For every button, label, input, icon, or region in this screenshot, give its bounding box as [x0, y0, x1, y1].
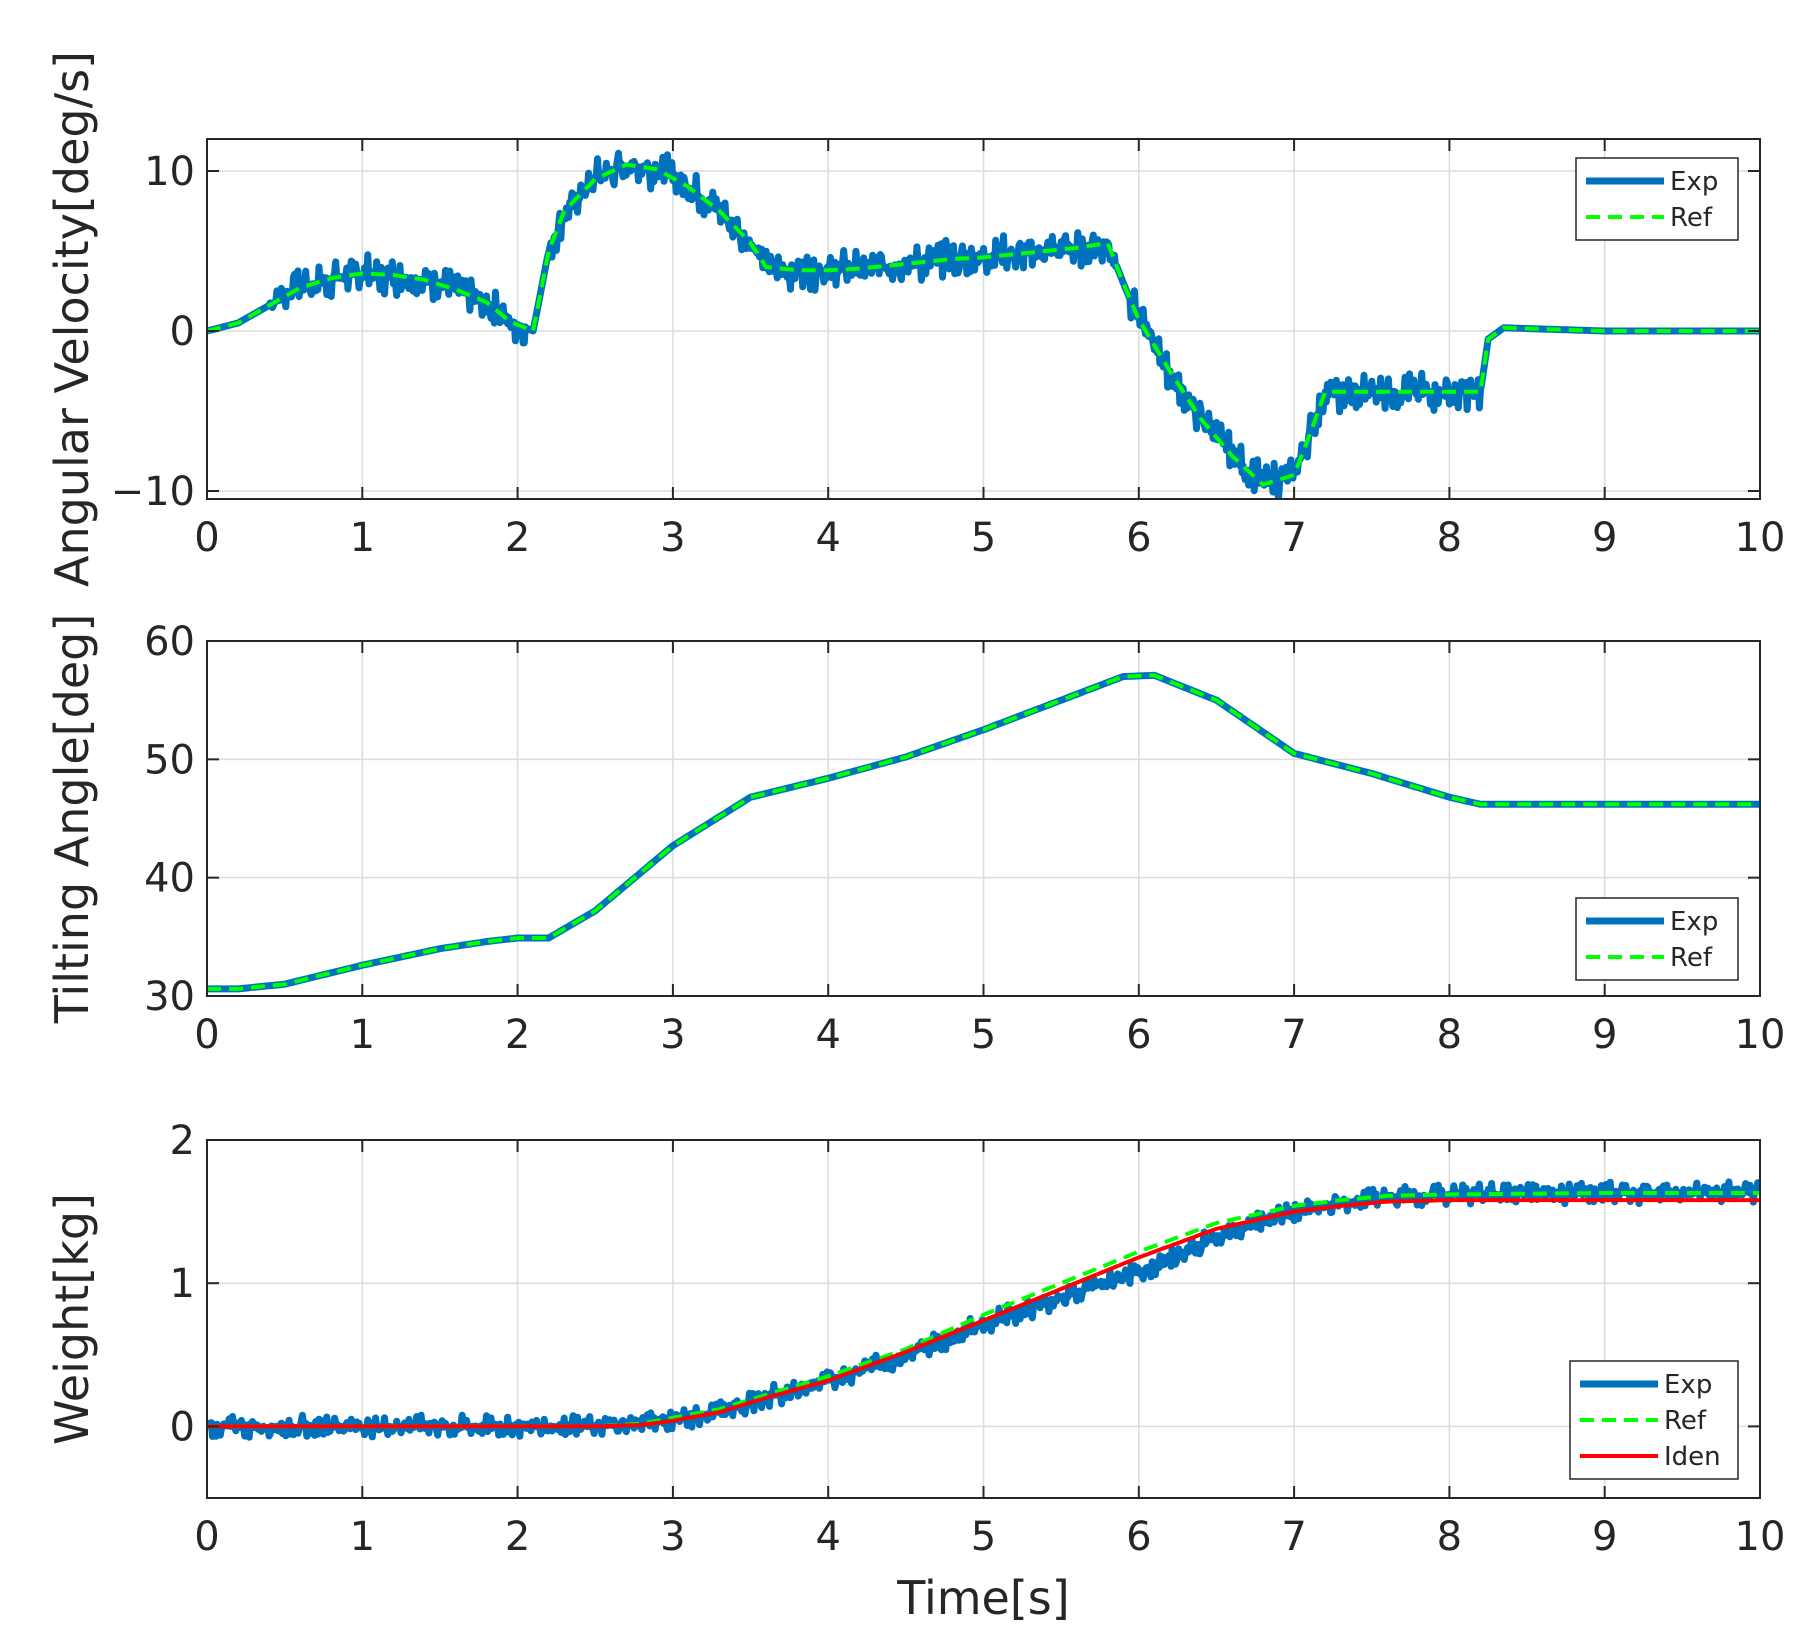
- y-axis-label: Tilting Angle[deg]: [45, 614, 99, 1025]
- legend-label-ref: Ref: [1670, 943, 1713, 973]
- grid: [206, 139, 1761, 499]
- x-tick-label: 0: [194, 1514, 219, 1560]
- legend: Exp Ref: [1575, 157, 1739, 241]
- x-axis-label: Time[s]: [896, 1571, 1069, 1625]
- legend-box: [1575, 897, 1739, 981]
- x-tick-label: 5: [971, 1514, 996, 1560]
- x-tick-label: 6: [1126, 515, 1151, 561]
- plot-area: [207, 671, 1760, 993]
- x-tick-label: 8: [1437, 515, 1462, 561]
- legend-label-exp: Exp: [1670, 907, 1718, 937]
- y-tick-label: 30: [144, 974, 195, 1020]
- x-tick-label: 4: [815, 1012, 840, 1058]
- y-tick-label: 10: [144, 149, 195, 195]
- series-exp-line: [207, 1178, 1760, 1441]
- x-tick-label: 9: [1592, 1514, 1617, 1560]
- series-ref-line: [207, 673, 1760, 991]
- x-tick-label: 7: [1281, 1012, 1306, 1058]
- y-tick-label: 60: [144, 619, 195, 665]
- plot-area: [207, 1178, 1760, 1441]
- grid: [206, 640, 1761, 997]
- x-tick-label: 1: [350, 515, 375, 561]
- y-tick-label: 50: [144, 737, 195, 783]
- x-tick-label: 3: [660, 515, 685, 561]
- x-tick-label: 2: [505, 515, 530, 561]
- x-tick-label: 2: [505, 1514, 530, 1560]
- plot-area: [207, 149, 1760, 499]
- y-tick-label: −10: [111, 469, 195, 515]
- x-tick-label: 3: [660, 1012, 685, 1058]
- y-tick-label: 1: [170, 1261, 195, 1307]
- legend-box: [1575, 157, 1739, 241]
- legend-label-exp: Exp: [1670, 167, 1718, 197]
- series-ref-line: [207, 162, 1760, 487]
- x-tick-label: 0: [194, 515, 219, 561]
- x-tick-label: 5: [971, 1012, 996, 1058]
- x-tick-label: 4: [815, 515, 840, 561]
- x-tick-label: 9: [1592, 515, 1617, 561]
- x-tick-label: 2: [505, 1012, 530, 1058]
- tilting-angle-panel: 0 1 2 3 4 5 6 7 8 9 10 30 40 50 60 Tilting Angle[deg] Ex…: [45, 614, 1785, 1058]
- y-tick-label: 0: [170, 1404, 195, 1450]
- series-iden-line: [207, 1198, 1760, 1429]
- x-tick-label: 6: [1126, 1012, 1151, 1058]
- legend-label-iden: Iden: [1664, 1442, 1721, 1472]
- x-tick-label: 1: [350, 1514, 375, 1560]
- series-ref-line: [207, 1191, 1760, 1429]
- x-tick-label: 10: [1735, 515, 1786, 561]
- series-exp-line: [207, 149, 1760, 499]
- x-tick-label: 8: [1437, 1514, 1462, 1560]
- x-tick-label: 4: [815, 1514, 840, 1560]
- y-tick-label: 40: [144, 856, 195, 902]
- y-axis-label: Angular Velocity[deg/s]: [45, 51, 99, 587]
- x-tick-label: 6: [1126, 1514, 1151, 1560]
- x-tick-label: 9: [1592, 1012, 1617, 1058]
- weight-panel: 0 1 2 3 4 5 6 7 8 9 10 0 1 2 Weight[kg] Time[s] Exp Ref Id…: [45, 1118, 1785, 1625]
- legend-label-ref: Ref: [1664, 1406, 1707, 1436]
- x-tick-label: 1: [350, 1012, 375, 1058]
- x-tick-label: 8: [1437, 1012, 1462, 1058]
- y-tick-label: 0: [170, 309, 195, 355]
- x-tick-label: 0: [194, 1012, 219, 1058]
- legend-label-ref: Ref: [1670, 203, 1713, 233]
- y-axis-label: Weight[kg]: [45, 1193, 99, 1445]
- x-tick-label: 7: [1281, 515, 1306, 561]
- x-tick-label: 5: [971, 515, 996, 561]
- legend: Exp Ref Iden: [1569, 1360, 1739, 1480]
- x-tick-label: 10: [1735, 1514, 1786, 1560]
- x-tick-label: 10: [1735, 1012, 1786, 1058]
- legend-label-exp: Exp: [1664, 1370, 1712, 1400]
- x-tick-label: 7: [1281, 1514, 1306, 1560]
- y-tick-label: 2: [170, 1118, 195, 1164]
- x-tick-label: 3: [660, 1514, 685, 1560]
- legend: Exp Ref: [1575, 897, 1739, 981]
